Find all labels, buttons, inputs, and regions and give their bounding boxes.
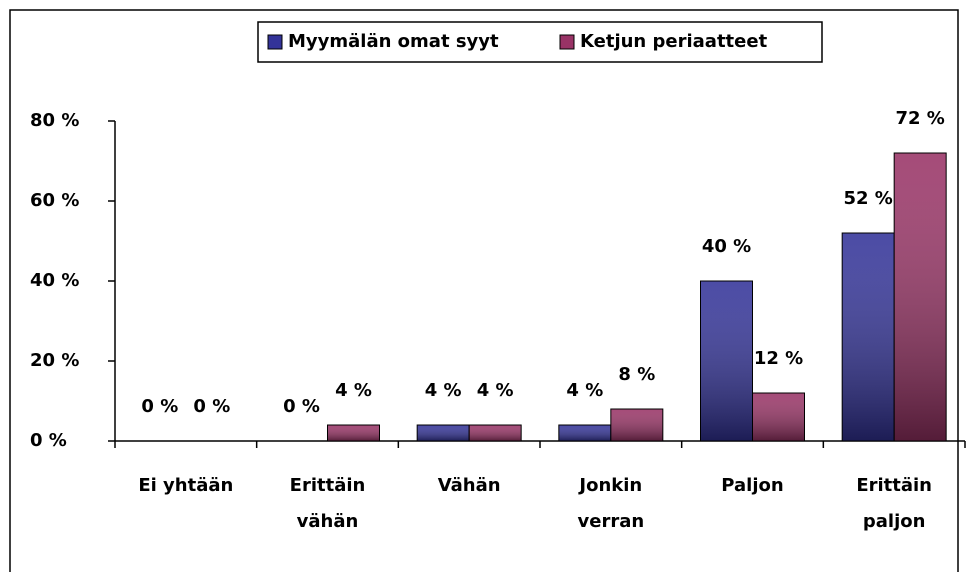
data-label: 4 % [566,380,603,401]
x-tick-label: Erittäin paljon [856,475,932,532]
data-label: 40 % [702,236,751,257]
data-label: 0 % [141,396,178,417]
legend-label: Ketjun periaatteet [580,31,768,52]
y-tick-label: 20 % [30,350,79,371]
y-tick-label: 80 % [30,110,79,131]
bar-shade [700,280,753,442]
data-label: 52 % [843,188,892,209]
data-label: 8 % [618,364,655,385]
bar-shade [327,424,380,442]
x-tick-label: Jonkin verran [577,475,645,532]
data-label: 0 % [283,396,320,417]
chart-frame [9,9,959,572]
data-label: 0 % [193,396,230,417]
data-label: 4 % [335,380,372,401]
bar-shade [558,424,612,442]
bar-shade [841,232,895,442]
bar-shade [468,424,522,442]
y-tick-label: 40 % [30,270,79,291]
y-tick-label: 0 % [30,430,67,451]
x-tick-label: Erittäin vähän [289,475,366,532]
x-tick-label: Vähän [437,475,501,496]
bar-shade [416,424,470,442]
y-tick-label: 60 % [30,190,79,211]
bar-shade [752,392,805,442]
data-label: 4 % [425,380,462,401]
data-label: 12 % [754,348,803,369]
legend-swatch [559,34,575,50]
legend-label: Myymälän omat syyt [288,31,499,52]
legend-box [257,21,823,63]
x-tick-label: Ei yhtään [138,475,234,496]
bar-shade [610,408,664,442]
data-label: 72 % [895,108,944,129]
x-tick-label: Paljon [721,475,784,496]
bar-shade [893,152,947,442]
data-label: 4 % [477,380,514,401]
legend-swatch [267,34,283,50]
